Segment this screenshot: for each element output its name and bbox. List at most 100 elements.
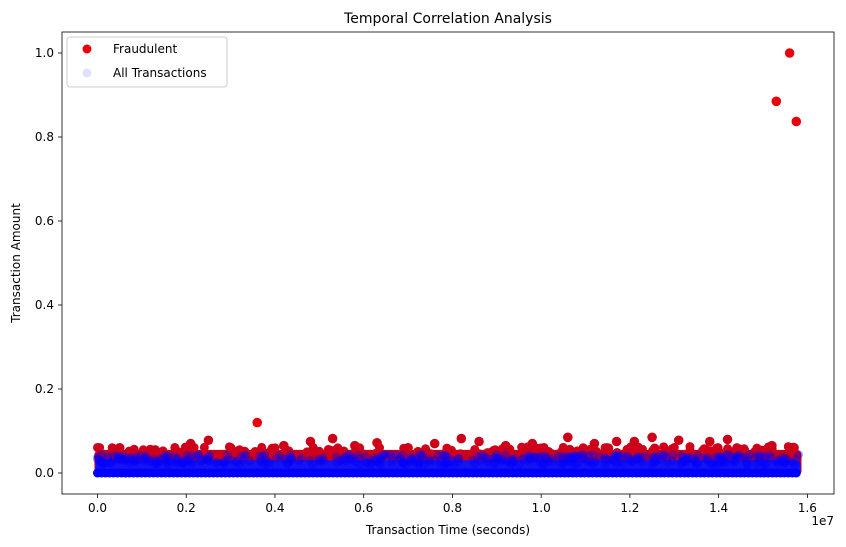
- all-transactions-point: [152, 459, 162, 469]
- all-transactions-point: [398, 456, 408, 466]
- all-transactions-point: [442, 459, 452, 469]
- all-transactions-point: [632, 454, 642, 464]
- fraud-cloud-point: [559, 446, 569, 456]
- all-transactions-point: [518, 454, 528, 464]
- all-transactions-point: [345, 454, 355, 464]
- all-transactions-point: [114, 450, 124, 460]
- all-transactions-point: [519, 454, 529, 464]
- all-transactions-point: [316, 455, 326, 465]
- all-transactions-point: [720, 457, 730, 467]
- all-transactions-point: [504, 456, 514, 466]
- all-transactions-point: [365, 459, 375, 469]
- y-tick-label: 0.0: [35, 466, 54, 480]
- all-transactions-point: [570, 451, 580, 461]
- all-transactions-point: [773, 455, 783, 465]
- all-transactions-point: [750, 453, 760, 463]
- all-transactions-point: [667, 455, 677, 465]
- all-transactions-point: [157, 453, 167, 463]
- all-transactions-point: [581, 455, 591, 465]
- fraud-cloud-point: [714, 447, 724, 457]
- all-transactions-point: [676, 459, 686, 469]
- all-transactions-point: [376, 454, 386, 464]
- y-tick-label: 0.8: [35, 130, 54, 144]
- all-transactions-point: [134, 454, 144, 464]
- all-transactions-point: [150, 459, 160, 469]
- x-tick-label: 1.2: [620, 501, 639, 515]
- all-transactions-point: [493, 453, 503, 463]
- all-transactions-point: [731, 452, 741, 462]
- all-transactions-point: [315, 457, 325, 467]
- fraudulent-point: [673, 435, 684, 446]
- all-transactions-point: [625, 457, 635, 467]
- all-transactions-point: [635, 453, 645, 463]
- all-transactions-point: [755, 452, 765, 462]
- all-transactions-point: [734, 450, 744, 460]
- all-transactions-point: [124, 458, 134, 468]
- fraud-cloud-point: [158, 446, 168, 456]
- all-transactions-point: [760, 459, 770, 469]
- all-transactions-point: [590, 457, 600, 467]
- all-transactions-point: [196, 456, 206, 466]
- all-transactions-point: [558, 459, 568, 469]
- all-transactions-point: [720, 458, 730, 468]
- fraud-cloud-point: [192, 450, 202, 460]
- all-transactions-point: [740, 452, 750, 462]
- all-transactions-point: [231, 457, 241, 467]
- all-transactions-point: [187, 458, 197, 468]
- fraud-cloud-point: [511, 452, 521, 462]
- all-transactions-point: [442, 452, 452, 462]
- all-transactions-point: [439, 459, 449, 469]
- all-transactions-point: [647, 460, 657, 470]
- fraudulent-point: [185, 438, 196, 449]
- all-transactions-point: [449, 459, 459, 469]
- y-tick-label: 0.2: [35, 382, 54, 396]
- all-transactions-point: [654, 451, 664, 461]
- legend-box: [66, 36, 228, 88]
- all-transactions-point: [395, 453, 405, 463]
- all-transactions-point: [779, 458, 789, 468]
- all-transactions-point: [438, 451, 448, 461]
- all-transactions-point: [331, 458, 341, 468]
- all-transactions-point: [600, 460, 610, 470]
- all-transactions-point: [107, 457, 117, 467]
- all-transactions-point: [476, 456, 486, 466]
- all-transactions-point: [612, 451, 622, 461]
- x-axis-offset-label: 1e7: [811, 514, 834, 528]
- legend-marker-fraudulent: [82, 44, 92, 54]
- all-transactions-point: [205, 451, 215, 461]
- all-transactions-point: [294, 456, 304, 466]
- all-transactions-point: [472, 451, 482, 461]
- all-transactions-point: [401, 459, 411, 469]
- all-transactions-point: [391, 450, 401, 460]
- fraud-cloud-point: [270, 443, 280, 453]
- fraud-cloud-point: [631, 450, 641, 460]
- all-transactions-point: [381, 451, 391, 461]
- all-transactions-point: [227, 455, 237, 465]
- all-transactions-point: [366, 458, 376, 468]
- fraud-cloud-point: [301, 450, 311, 460]
- all-transactions-point: [191, 451, 201, 461]
- plot-area-frame: [61, 31, 835, 495]
- all-transactions-point: [285, 453, 295, 463]
- fraud-cloud-point: [199, 442, 209, 452]
- all-transactions-point: [406, 454, 416, 464]
- all-transactions-point: [446, 454, 456, 464]
- all-transactions-point: [637, 458, 647, 468]
- all-transactions-point: [492, 450, 502, 460]
- all-transactions-point: [780, 458, 790, 468]
- fraud-cloud-point: [94, 443, 104, 453]
- all-transactions-point: [338, 454, 348, 464]
- all-transactions-point: [761, 459, 771, 469]
- all-transactions-point: [791, 454, 801, 464]
- fraudulent-point: [767, 440, 777, 451]
- all-transactions-point: [121, 453, 131, 463]
- all-transactions-point: [129, 455, 139, 465]
- all-transactions-point: [314, 454, 324, 464]
- all-transactions-point: [161, 454, 171, 464]
- all-transactions-point: [430, 455, 440, 465]
- all-transactions-point: [756, 458, 766, 468]
- all-transactions-point: [722, 450, 732, 460]
- all-transactions-point: [649, 458, 659, 468]
- all-transactions-point: [347, 453, 357, 463]
- all-transactions-point: [231, 456, 241, 466]
